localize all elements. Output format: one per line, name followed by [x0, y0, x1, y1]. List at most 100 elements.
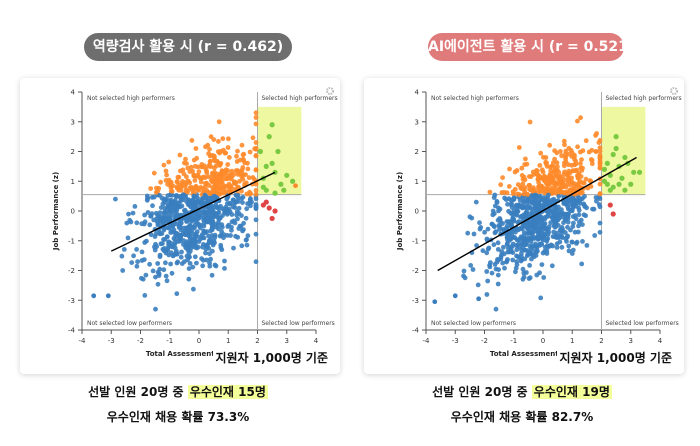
selected-high-point [622, 154, 628, 161]
data-point [564, 239, 569, 244]
data-point [572, 162, 577, 168]
data-point [572, 152, 577, 158]
data-point [208, 256, 214, 262]
data-point [522, 239, 528, 245]
data-point [552, 156, 557, 162]
data-point [203, 166, 209, 171]
data-point [486, 245, 492, 251]
data-point [151, 194, 157, 200]
data-point [192, 178, 198, 183]
data-point [178, 254, 184, 260]
data-point [226, 222, 232, 228]
data-point [174, 251, 180, 257]
data-point [239, 142, 245, 148]
data-point [196, 169, 202, 175]
data-point [240, 165, 246, 170]
data-point [597, 191, 603, 197]
data-point [501, 244, 506, 250]
data-point [484, 250, 490, 256]
data-point [253, 167, 259, 173]
data-point [206, 183, 212, 188]
data-point [513, 269, 518, 275]
data-point [218, 242, 224, 248]
data-point [530, 169, 536, 175]
data-point [583, 213, 588, 219]
data-point [550, 207, 556, 213]
data-point [578, 149, 583, 155]
data-point [189, 138, 195, 143]
data-point [150, 268, 156, 274]
summary-competency: 선발 인원 20명 중 우수인재 15명 우수인재 채용 확률 73.3% [10, 383, 346, 425]
selected-high-point [622, 187, 628, 193]
data-point [538, 295, 544, 301]
data-point [215, 149, 221, 154]
data-point [535, 236, 541, 242]
data-point [590, 206, 595, 212]
data-point [187, 261, 193, 266]
data-point [217, 215, 223, 221]
data-point [536, 202, 542, 208]
data-point [476, 296, 482, 302]
quadrant-label: Selected low performers [262, 320, 335, 327]
data-point [193, 173, 199, 179]
data-point [538, 150, 544, 156]
data-point [145, 210, 151, 215]
data-point [578, 161, 583, 166]
data-point [575, 118, 580, 124]
data-point [465, 230, 471, 236]
data-point [597, 158, 603, 164]
data-point [531, 236, 537, 241]
data-point [142, 240, 148, 245]
data-point [566, 211, 571, 217]
y-tick-label: -4 [68, 327, 76, 335]
data-point [496, 208, 501, 214]
data-point [588, 157, 594, 162]
data-point [557, 174, 563, 179]
quadrant-label: Not selected high performers [87, 95, 175, 102]
data-point [113, 196, 118, 202]
data-point [492, 192, 498, 198]
data-point [495, 217, 501, 223]
data-point [576, 212, 582, 218]
data-point [159, 195, 165, 201]
data-point [554, 150, 560, 156]
data-point [154, 185, 159, 191]
x-axis-label: Total Assessment Score (z) [146, 350, 252, 358]
data-point [525, 226, 531, 232]
data-point [563, 184, 569, 190]
data-point [569, 208, 575, 214]
data-point [192, 163, 198, 169]
data-point [506, 184, 512, 189]
data-point [183, 156, 188, 162]
data-point [563, 217, 568, 222]
data-point [207, 263, 213, 269]
data-point [484, 292, 490, 297]
data-point [186, 178, 191, 184]
data-point [216, 226, 221, 232]
selected-high-point [604, 181, 610, 187]
data-point [534, 222, 540, 227]
data-point [205, 215, 211, 221]
data-point [233, 180, 238, 185]
data-point [562, 142, 567, 148]
selected-high-point [272, 190, 278, 196]
data-point [542, 221, 548, 226]
data-point [556, 193, 562, 199]
data-point [558, 149, 563, 154]
data-point [153, 231, 159, 237]
data-point [542, 201, 548, 207]
data-point [580, 180, 586, 186]
quadrant-label: Selected low performers [606, 320, 679, 327]
data-point [202, 230, 208, 236]
data-point [207, 153, 213, 159]
data-point [593, 149, 599, 154]
data-point [243, 215, 249, 221]
data-point [168, 261, 174, 267]
data-point [253, 181, 259, 187]
data-point [485, 226, 491, 232]
data-point [253, 121, 259, 127]
data-point [495, 247, 501, 252]
data-point [150, 203, 155, 209]
data-point [207, 146, 212, 152]
data-point [471, 231, 477, 237]
